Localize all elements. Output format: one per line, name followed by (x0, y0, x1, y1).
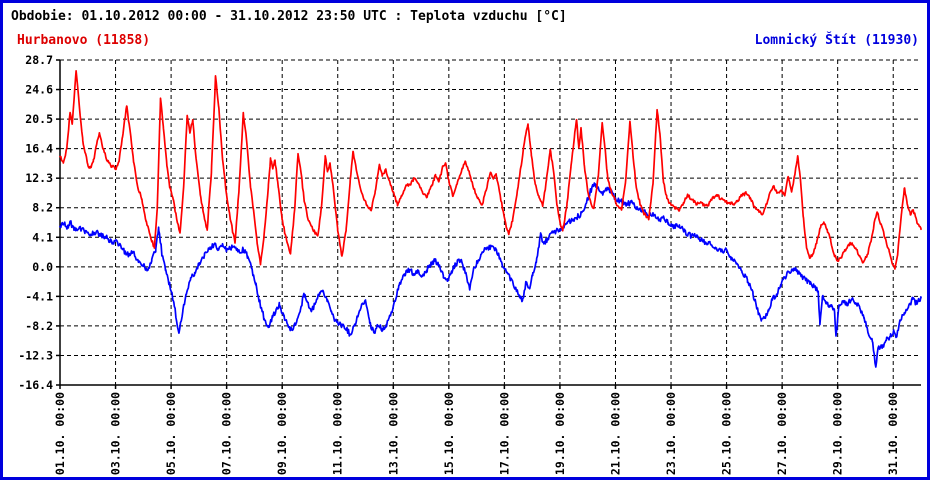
x-tick-label: 25.10. 00:00 (720, 392, 734, 475)
y-tick-label: -4.1 (25, 289, 53, 303)
page-title: Obdobie: 01.10.2012 00:00 - 31.10.2012 2… (11, 9, 567, 24)
x-tick-label: 31.10. 00:00 (886, 392, 900, 475)
x-tick-label: 15.10. 00:00 (442, 392, 456, 475)
x-tick-label: 05.10. 00:00 (164, 392, 178, 475)
y-tick-label: 8.2 (32, 201, 53, 215)
x-axis-tick-labels: 01.10. 00:00 03.10. 00:00 05.10. 00:00 07.1… (53, 392, 900, 475)
x-tick-label: 03.10. 00:00 (109, 392, 123, 475)
y-tick-label: 0.0 (32, 260, 53, 274)
y-tick-label: -12.3 (18, 348, 53, 362)
x-tick-label: 13.10. 00:00 (386, 392, 400, 475)
x-tick-label: 29.10. 00:00 (831, 392, 845, 475)
y-tick-label: 12.3 (25, 171, 53, 185)
plot-grid (59, 59, 921, 386)
x-tick-label: 11.10. 00:00 (331, 392, 345, 475)
y-tick-label: -16.4 (18, 378, 53, 392)
y-tick-label: -8.2 (25, 319, 53, 333)
legend-label-lomnicky-stit: Lomnický Štít (11930) (754, 33, 919, 48)
y-axis-tick-labels: 28.7 24.6 20.5 16.4 12.3 8.2 4.1 0.0 -4.1 -8.2 -12… (18, 53, 53, 392)
x-tick-label: 01.10. 00:00 (53, 392, 67, 475)
x-tick-label: 21.10. 00:00 (608, 392, 622, 475)
x-tick-label: 17.10. 00:00 (497, 392, 511, 475)
plot-axes (56, 59, 921, 389)
x-tick-label: 09.10. 00:00 (275, 392, 289, 475)
x-tick-label: 23.10. 00:00 (664, 392, 678, 475)
y-tick-label: 4.1 (32, 230, 53, 244)
y-tick-label: 28.7 (25, 53, 53, 67)
temperature-series-11930 (59, 182, 922, 368)
x-tick-label: 27.10. 00:00 (775, 392, 789, 475)
temperature-chart: 28.7 24.6 20.5 16.4 12.3 8.2 4.1 0.0 -4.1 -8.2 -12… (18, 53, 922, 475)
x-tick-label: 07.10. 00:00 (220, 392, 234, 475)
legend-label-hurbanovo: Hurbanovo (11858) (17, 33, 151, 48)
temperature-series-11858 (59, 69, 922, 270)
y-tick-label: 16.4 (25, 142, 53, 156)
y-tick-label: 20.5 (25, 112, 53, 126)
y-tick-label: 24.6 (25, 83, 53, 97)
x-tick-label: 19.10. 00:00 (553, 392, 567, 475)
